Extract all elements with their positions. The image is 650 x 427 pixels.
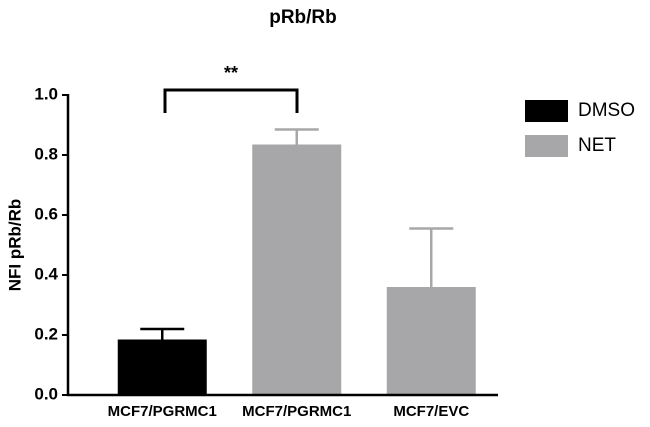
y-tick-label: 0.0 <box>34 384 58 403</box>
legend-swatch <box>525 100 568 122</box>
bar <box>386 287 476 395</box>
legend-swatch <box>525 135 568 157</box>
bar <box>117 339 207 395</box>
significance-label: ** <box>224 63 238 83</box>
y-tick-label: 0.6 <box>34 204 58 223</box>
x-tick-label: MCF7/PGRMC1 <box>108 403 217 420</box>
y-tick-label: 0.4 <box>34 264 58 283</box>
x-tick-label: MCF7/EVC <box>393 403 469 420</box>
y-tick-label: 0.2 <box>34 324 58 343</box>
x-tick-label: MCF7/PGRMC1 <box>242 403 351 420</box>
y-axis-label: NFI pRb/Rb <box>5 199 24 292</box>
bar <box>252 144 342 395</box>
legend-label: DMSO <box>578 100 635 121</box>
chart-title: pRb/Rb <box>269 7 337 28</box>
legend-label: NET <box>578 135 616 156</box>
significance-bracket <box>163 88 299 113</box>
y-tick-label: 1.0 <box>34 84 58 103</box>
y-tick-label: 0.8 <box>34 144 58 163</box>
